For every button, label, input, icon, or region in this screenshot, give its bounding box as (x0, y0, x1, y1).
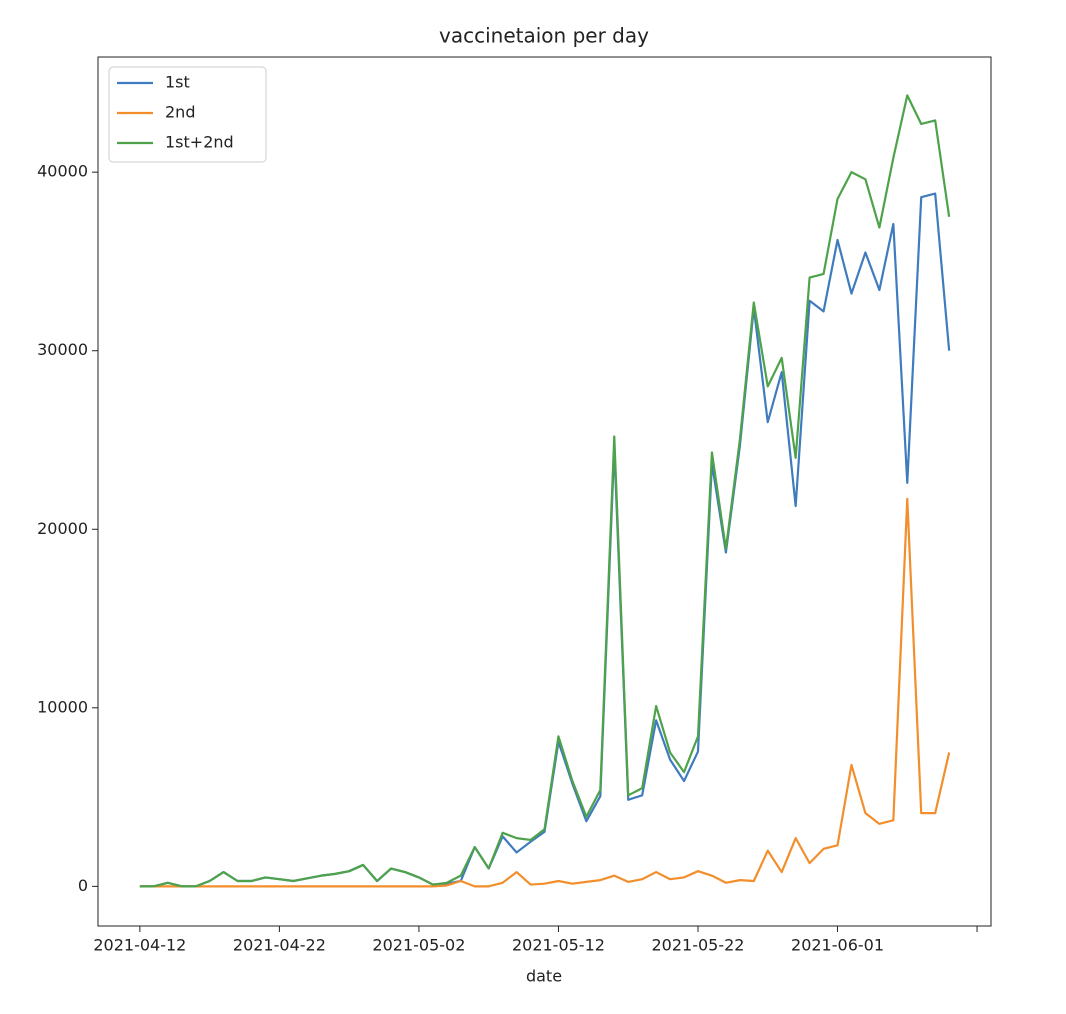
legend-label: 1st+2nd (165, 133, 234, 152)
y-tick-label: 10000 (37, 697, 88, 716)
y-tick-label: 30000 (37, 340, 88, 359)
legend-box (108, 66, 267, 163)
y-tick-label: 20000 (37, 519, 88, 538)
plot-frame (97, 56, 992, 927)
x-tick-label: 2021-05-22 (651, 936, 744, 955)
y-tick-label: 0 (78, 876, 88, 895)
series-line (139, 192, 951, 888)
x-tick-label: 2021-04-12 (93, 936, 186, 955)
chart-title: vaccinetaion per day (439, 24, 649, 48)
x-tick-label: 2021-05-12 (512, 936, 605, 955)
series-line (139, 94, 951, 888)
x-tick-label: 2021-05-02 (372, 936, 465, 955)
x-tick-label: 2021-06-01 (791, 936, 884, 955)
legend-label: 1st (165, 73, 190, 92)
legend-label: 2nd (165, 103, 195, 122)
x-tick-label: 2021-04-22 (233, 936, 326, 955)
x-axis-label: date (526, 967, 562, 986)
series-line (139, 497, 951, 888)
y-tick-label: 40000 (37, 162, 88, 181)
